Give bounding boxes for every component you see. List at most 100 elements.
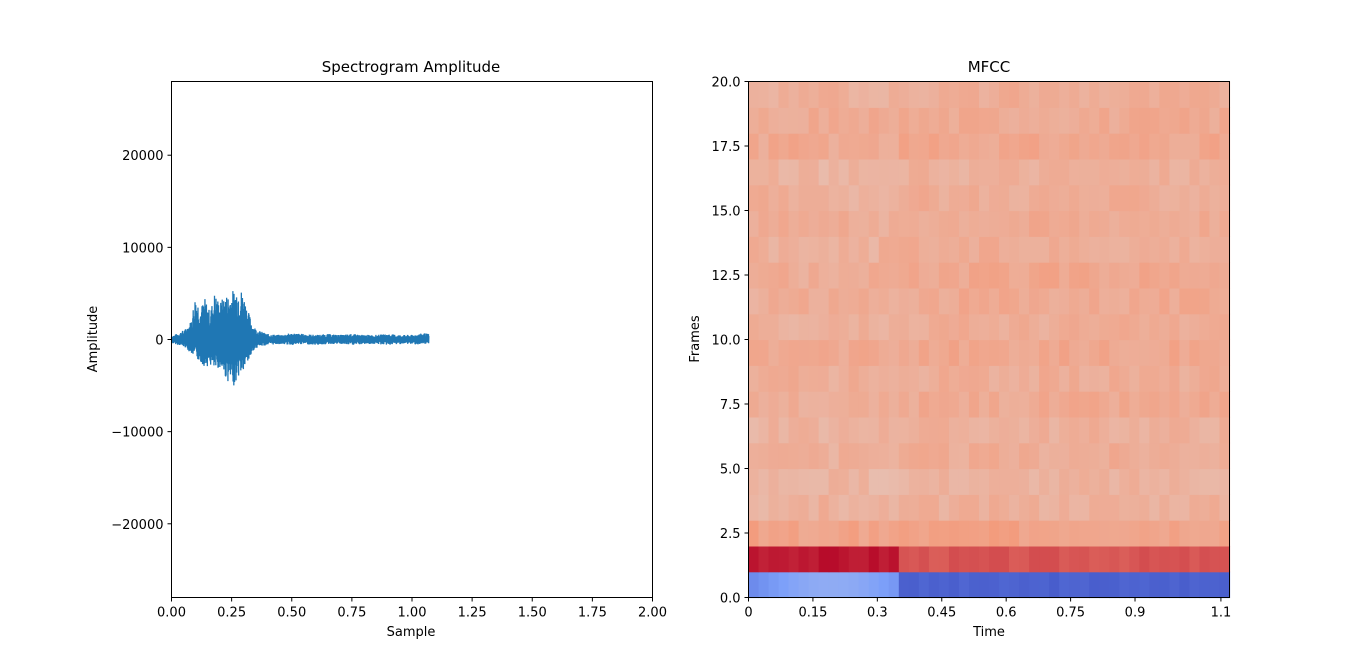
mfcc-cell [1149, 468, 1160, 495]
mfcc-cell [1029, 313, 1040, 341]
amplitude-y-tick-label: 20000 [122, 149, 163, 164]
mfcc-cell [748, 545, 760, 573]
mfcc-cell [1149, 545, 1160, 573]
mfcc-cell [1109, 287, 1120, 315]
mfcc-cell [1079, 520, 1090, 547]
mfcc-cell [1059, 571, 1070, 599]
mfcc-cell [828, 365, 840, 392]
mfcc-cell [1149, 313, 1160, 341]
mfcc-cell [908, 520, 920, 547]
mfcc-cell [1149, 184, 1160, 212]
mfcc-cell [999, 468, 1010, 495]
mfcc-cell [1129, 81, 1140, 108]
mfcc-cell [908, 468, 920, 495]
mfcc-cell [1069, 236, 1080, 263]
mfcc-cell [1129, 545, 1140, 573]
mfcc-cell [999, 391, 1010, 418]
mfcc-cell [1139, 468, 1150, 495]
mfcc-cell [1019, 210, 1030, 237]
mfcc-cell [798, 520, 810, 547]
mfcc-cell [908, 494, 920, 521]
mfcc-cell [1149, 520, 1160, 547]
mfcc-cell [978, 210, 990, 237]
mfcc-cell [768, 236, 780, 263]
mfcc-cell [1199, 416, 1211, 444]
mfcc-cell [908, 158, 920, 186]
mfcc-cell [1009, 158, 1020, 186]
mfcc-cell [1159, 210, 1170, 237]
mfcc-cell [768, 287, 780, 315]
mfcc-cell [1049, 313, 1060, 341]
mfcc-y-label: Frames [688, 315, 703, 363]
mfcc-cell [868, 391, 880, 418]
mfcc-cell [1169, 158, 1180, 186]
mfcc-x-tick-label: 0.6 [996, 606, 1017, 621]
mfcc-cell [908, 391, 920, 418]
mfcc-cell [778, 184, 790, 212]
mfcc-cell [1089, 262, 1100, 289]
mfcc-cell [898, 571, 910, 599]
mfcc-cell [768, 107, 780, 134]
mfcc-cell [1199, 107, 1211, 134]
mfcc-cell [748, 313, 760, 341]
mfcc-cell [1139, 107, 1150, 134]
mfcc-cell [1199, 545, 1211, 573]
mfcc-cell [898, 520, 910, 547]
mfcc-cell [1109, 339, 1120, 366]
mfcc-cell [878, 287, 890, 315]
mfcc-cell [1139, 133, 1150, 160]
mfcc-cell [1109, 133, 1120, 160]
mfcc-cell [1159, 184, 1170, 212]
mfcc-cell [928, 81, 940, 108]
mfcc-cell [928, 262, 940, 289]
mfcc-cell [1079, 313, 1090, 341]
mfcc-cell [768, 184, 780, 212]
mfcc-cell [1039, 210, 1050, 237]
mfcc-cell [1069, 287, 1080, 315]
mfcc-cell [858, 107, 870, 134]
mfcc-cell [1029, 494, 1040, 521]
mfcc-cell [1039, 107, 1050, 134]
mfcc-cell [1059, 545, 1070, 573]
mfcc-cell [1059, 107, 1070, 134]
mfcc-cell [928, 494, 940, 521]
mfcc-cell [1049, 158, 1060, 186]
mfcc-cell [788, 571, 800, 599]
mfcc-cell [868, 571, 880, 599]
mfcc-cell [808, 287, 820, 315]
mfcc-cell [838, 494, 850, 521]
mfcc-cell [1089, 287, 1100, 315]
mfcc-cell [928, 442, 940, 470]
mfcc-cell [918, 339, 930, 366]
mfcc-cell [989, 158, 1000, 186]
mfcc-y-tick-label: 5.0 [720, 463, 741, 478]
mfcc-y-tick-label: 17.5 [712, 140, 741, 155]
mfcc-cell [798, 468, 810, 495]
mfcc-cell [999, 107, 1010, 134]
mfcc-cell [1119, 184, 1130, 212]
mfcc-cell [1219, 571, 1231, 599]
mfcc-cell [958, 391, 970, 418]
mfcc-cell [999, 158, 1010, 186]
mfcc-cell [1219, 391, 1231, 418]
mfcc-cell [1189, 81, 1201, 108]
mfcc-cell [1099, 158, 1110, 186]
mfcc-cell [888, 468, 900, 495]
mfcc-cell [1059, 287, 1070, 315]
mfcc-cell [1219, 107, 1231, 134]
mfcc-cell [798, 313, 810, 341]
mfcc-cell [818, 313, 830, 341]
mfcc-cell [1069, 365, 1080, 392]
mfcc-cell [1199, 442, 1211, 470]
mfcc-cell [1159, 133, 1170, 160]
mfcc-cell [908, 571, 920, 599]
mfcc-cell [908, 365, 920, 392]
mfcc-cell [1019, 184, 1030, 212]
mfcc-cell [1019, 365, 1030, 392]
amplitude-x-tick-label: 0.25 [217, 606, 246, 621]
mfcc-cell [758, 365, 770, 392]
mfcc-cell [1189, 133, 1201, 160]
mfcc-cell [778, 520, 790, 547]
mfcc-cell [848, 571, 860, 599]
